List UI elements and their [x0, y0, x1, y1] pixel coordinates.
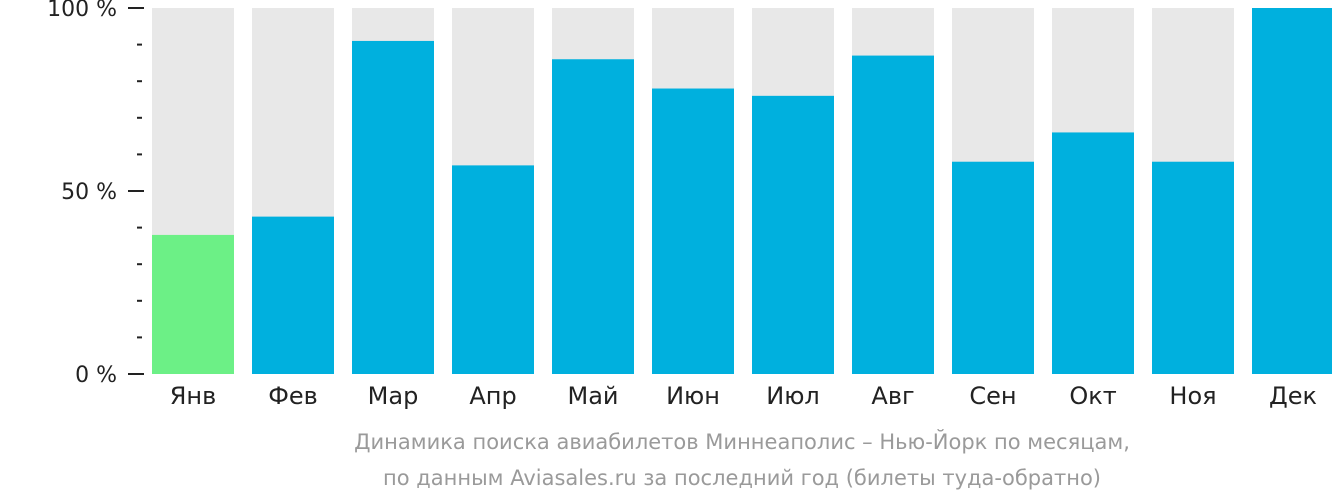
- x-tick-label-8: Сен: [969, 382, 1016, 410]
- bar-5: [652, 88, 734, 375]
- bar-7: [852, 55, 934, 375]
- bar-10: [1152, 161, 1234, 374]
- x-tick-label-0: Янв: [170, 382, 217, 410]
- chart-caption-line-2: по данным Aviasales.ru за последний год …: [383, 466, 1101, 490]
- bar-2: [352, 40, 434, 374]
- bar-9: [1052, 132, 1134, 374]
- x-tick-label-5: Июн: [666, 382, 720, 410]
- x-tick-label-11: Дек: [1269, 382, 1317, 410]
- y-tick-label-0: 0 %: [75, 363, 117, 388]
- x-tick-label-1: Фев: [268, 382, 318, 410]
- chart-caption-line-1: Динамика поиска авиабилетов Миннеаполис …: [354, 430, 1130, 454]
- y-tick-label-1: 50 %: [61, 180, 117, 205]
- y-tick-label-2: 100 %: [47, 0, 117, 22]
- bar-1: [252, 216, 334, 374]
- x-tick-label-9: Окт: [1069, 382, 1116, 410]
- x-tick-label-4: Май: [567, 382, 618, 410]
- x-tick-label-2: Мар: [368, 382, 419, 410]
- x-axis-labels: Янв Фев Мар Апр Май Июн Июл Авг Сен Окт Ноя Дек: [170, 382, 1317, 410]
- bar-0: [152, 234, 234, 374]
- x-tick-label-6: Июл: [766, 382, 820, 410]
- x-tick-label-10: Ноя: [1169, 382, 1216, 410]
- y-axis: 0 % 50 % 100 %: [47, 0, 144, 388]
- bar-6: [752, 95, 834, 374]
- bar-3: [452, 165, 534, 374]
- bar-11: [1252, 8, 1332, 374]
- x-tick-label-3: Апр: [469, 382, 516, 410]
- bar-4: [552, 59, 634, 375]
- data-bars: [152, 8, 1332, 375]
- bar-8: [952, 161, 1034, 374]
- x-tick-label-7: Авг: [871, 382, 914, 410]
